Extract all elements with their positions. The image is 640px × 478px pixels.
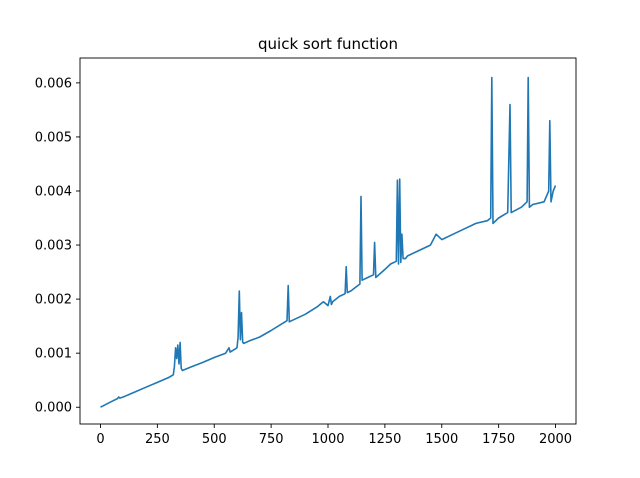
x-tick-label: 500 — [202, 432, 227, 447]
x-tick-label: 0 — [96, 432, 104, 447]
y-tick-label: 0.003 — [35, 239, 72, 254]
x-tick-label: 750 — [259, 432, 284, 447]
series-line-0 — [100, 76, 557, 408]
y-tick-label: 0.006 — [35, 76, 72, 91]
plot-area: 0 250 500 750 1000 1250 1500 1750 2000 0.000 0.001… — [35, 57, 577, 447]
y-tick-label: 0.002 — [35, 293, 72, 308]
y-tick-label: 0.004 — [35, 184, 72, 199]
y-tick-label: 0.000 — [35, 401, 72, 416]
x-tick-label: 2000 — [539, 432, 572, 447]
x-tick-label: 250 — [145, 432, 170, 447]
y-tick-label: 0.005 — [35, 130, 72, 145]
x-tick-label: 1750 — [482, 432, 515, 447]
x-tick-label: 1250 — [368, 432, 401, 447]
x-tick-label: 1000 — [311, 432, 344, 447]
y-tick-label: 0.001 — [35, 347, 72, 362]
x-tick-label: 1500 — [425, 432, 458, 447]
chart-title: quick sort function — [258, 35, 398, 53]
